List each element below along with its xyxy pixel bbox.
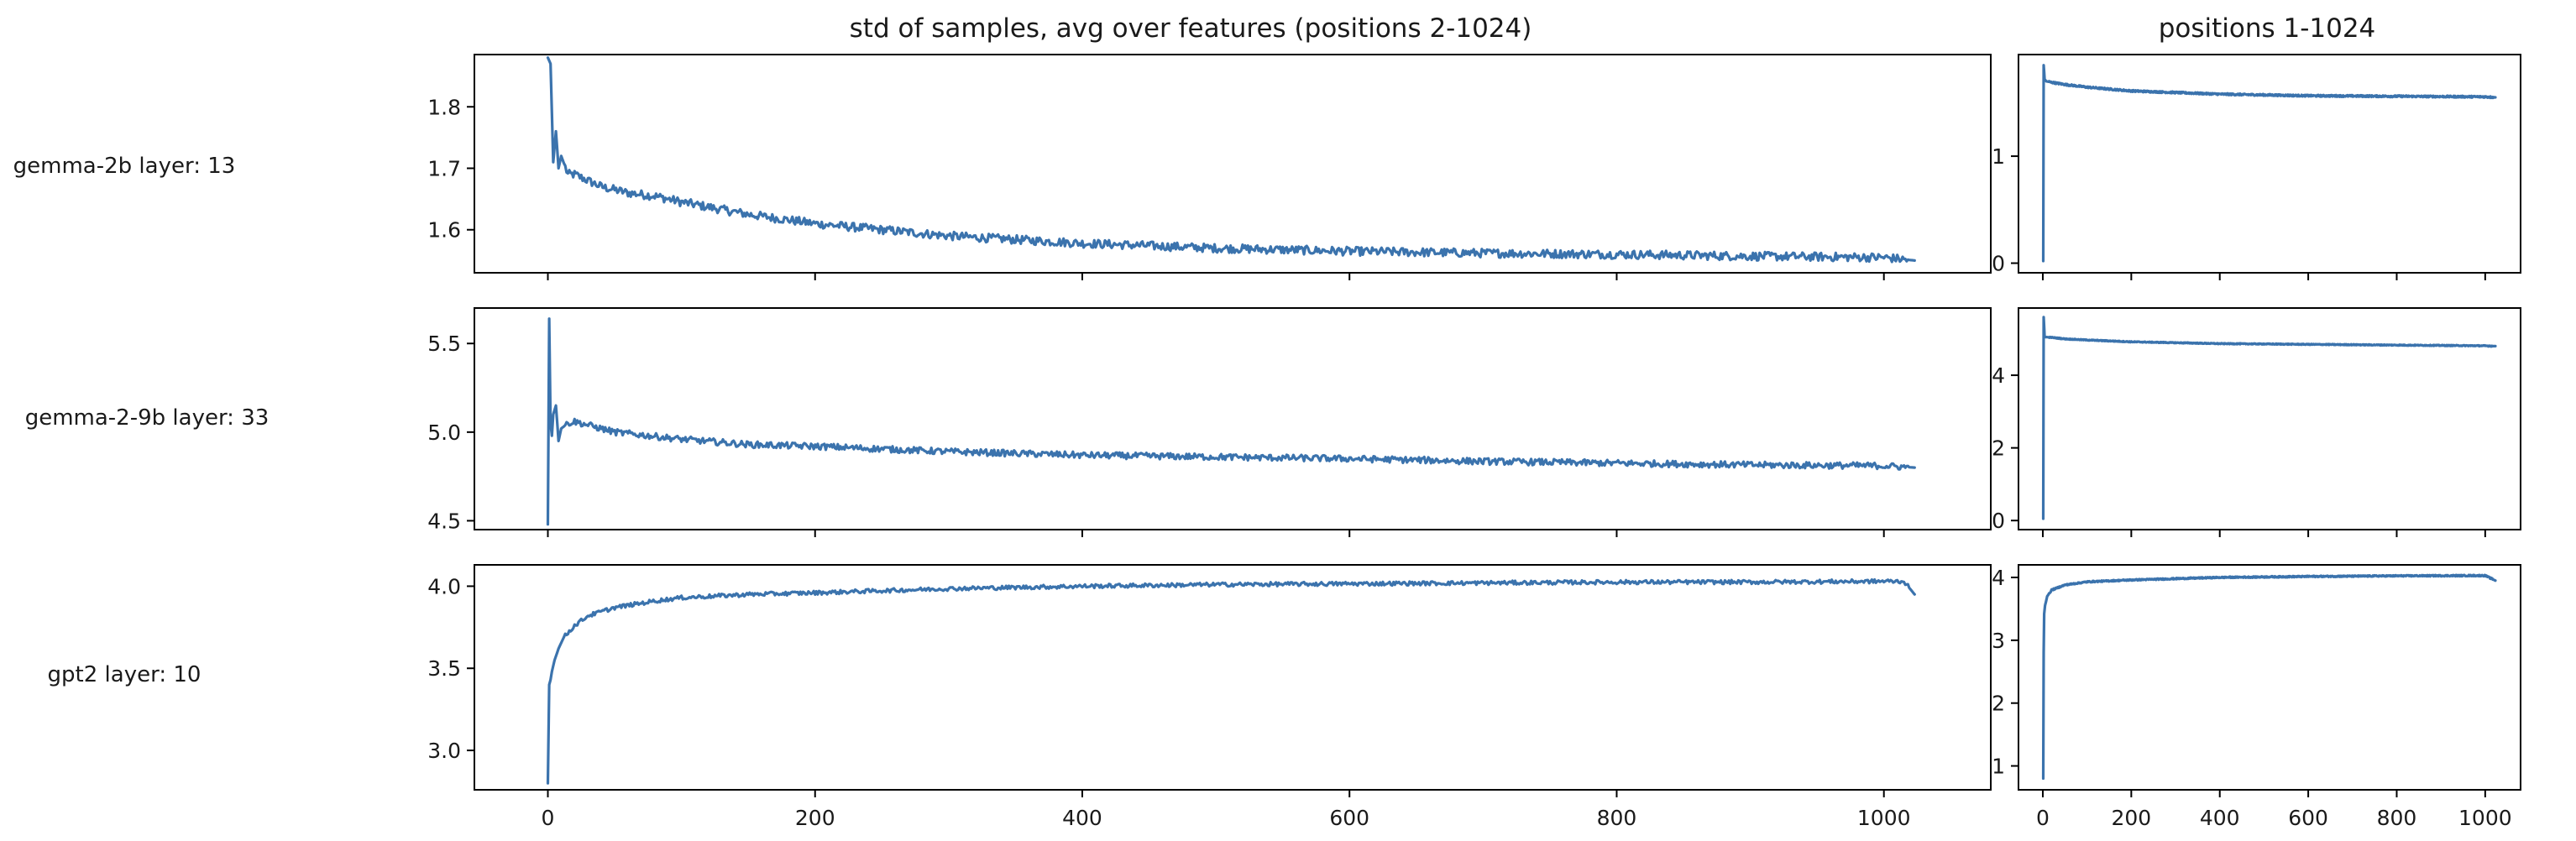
- x-tick-label: 200: [2111, 806, 2151, 830]
- series-line: [2041, 573, 2497, 781]
- y-tick-label: 1.7: [427, 156, 461, 180]
- y-tick-label: 3.0: [427, 739, 461, 763]
- panel-frame: [474, 307, 1992, 530]
- panel-gemma-2-9b-main: 5.5 5.0 4.5: [427, 307, 1992, 537]
- y-tick-label: 5.0: [427, 420, 461, 445]
- x-tick-label: 400: [1062, 806, 1102, 830]
- panel-frame: [2018, 307, 2521, 530]
- column-title-full: positions 1-1024: [2159, 13, 2376, 44]
- series-line: [546, 317, 1916, 526]
- y-tick-label: 2: [1992, 436, 2005, 461]
- x-tick-label: 1000: [2458, 806, 2512, 830]
- row-label-gemma-2-9b: gemma-2-9b layer: 33: [25, 405, 270, 431]
- panel-gpt2-full: 4 3 2 1 0 200 400 600 800 1000: [1992, 564, 2521, 830]
- panel-frame: [474, 54, 1992, 274]
- y-tick-label: 1.8: [427, 95, 461, 119]
- y-tick-label: 1: [1992, 755, 2005, 779]
- x-tick-label: 0: [2036, 806, 2050, 830]
- y-tick-label: 3: [1992, 629, 2005, 653]
- x-tick-label: 800: [1597, 806, 1637, 830]
- x-tick-label: 200: [795, 806, 835, 830]
- y-tick-label: 2: [1992, 692, 2005, 716]
- y-tick-label: 1: [1992, 144, 2005, 169]
- series-line: [2041, 64, 2497, 263]
- x-tick-label: 600: [2288, 806, 2328, 830]
- x-tick-label: 0: [542, 806, 555, 830]
- y-tick-label: 3.5: [427, 656, 461, 681]
- y-tick-label: 4.0: [427, 574, 461, 598]
- x-tick-label: 400: [2200, 806, 2240, 830]
- x-tick-label: 1000: [1857, 806, 1911, 830]
- column-title-main: std of samples, avg over features (posit…: [850, 13, 1532, 44]
- panel-gemma-2b-full: 10: [1992, 54, 2521, 280]
- series-line: [546, 577, 1916, 785]
- panel-gpt2-main: 4.0 3.5 3.0 0 200 400 600 800 1000: [427, 564, 1992, 830]
- series-line: [2041, 316, 2497, 520]
- y-tick-label: 0: [1992, 252, 2005, 276]
- y-tick-label: 0: [1992, 509, 2005, 533]
- y-tick-label: 4: [1992, 363, 2005, 388]
- series-line: [546, 56, 1916, 264]
- panel-frame: [2018, 564, 2521, 791]
- y-tick-label: 1.6: [427, 218, 461, 243]
- row-label-gemma-2b: gemma-2b layer: 13: [13, 154, 236, 179]
- panel-frame: [2018, 54, 2521, 274]
- panel-gemma-2b-main: 1.8 1.7 1.6: [427, 54, 1992, 280]
- x-tick-label: 600: [1329, 806, 1369, 830]
- y-tick-label: 4.5: [427, 509, 461, 533]
- x-tick-label: 800: [2377, 806, 2417, 830]
- panel-gemma-2-9b-full: 4 2 0: [1992, 307, 2521, 537]
- y-tick-label: 5.5: [427, 332, 461, 356]
- panel-frame: [474, 564, 1992, 791]
- y-tick-label: 4: [1992, 566, 2005, 590]
- row-label-gpt2: gpt2 layer: 10: [48, 662, 202, 687]
